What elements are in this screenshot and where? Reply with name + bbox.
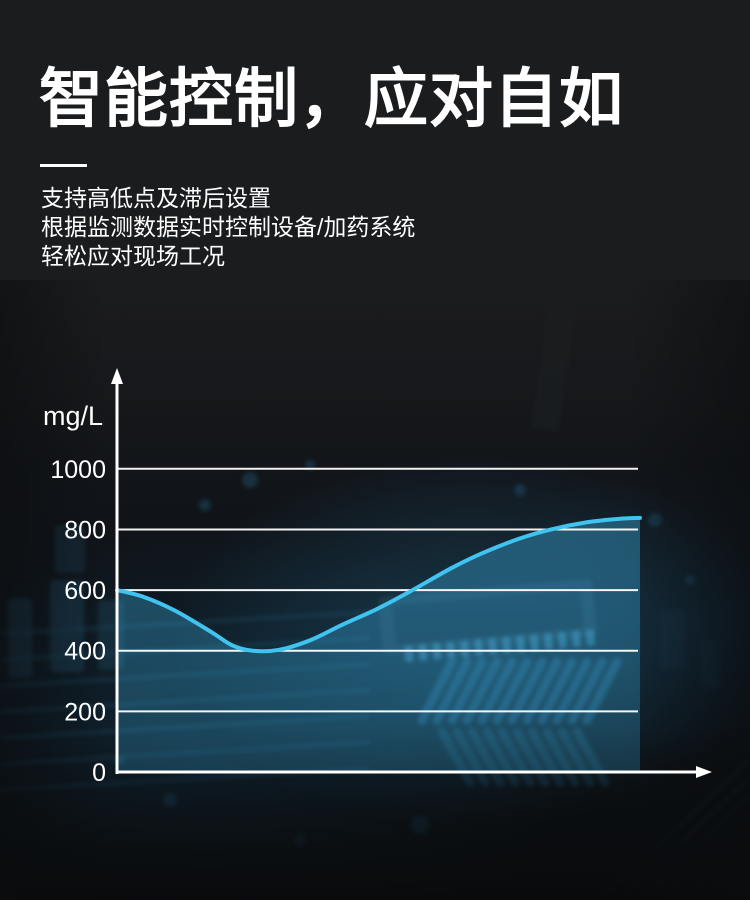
page-title: 智能控制，应对自如: [39, 63, 624, 135]
title-underline: [40, 164, 87, 167]
subtitle-line-1: 支持高低点及滞后设置: [41, 185, 271, 211]
subtitle-line-3: 轻松应对现场工况: [41, 243, 225, 269]
subtitle-line-2: 根据监测数据实时控制设备/加药系统: [41, 214, 416, 240]
background-vignette: [0, 280, 750, 900]
y-axis-unit-label: mg/L: [43, 401, 104, 431]
subtitle-block: 支持高低点及滞后设置 根据监测数据实时控制设备/加药系统 轻松应对现场工况: [41, 184, 415, 271]
